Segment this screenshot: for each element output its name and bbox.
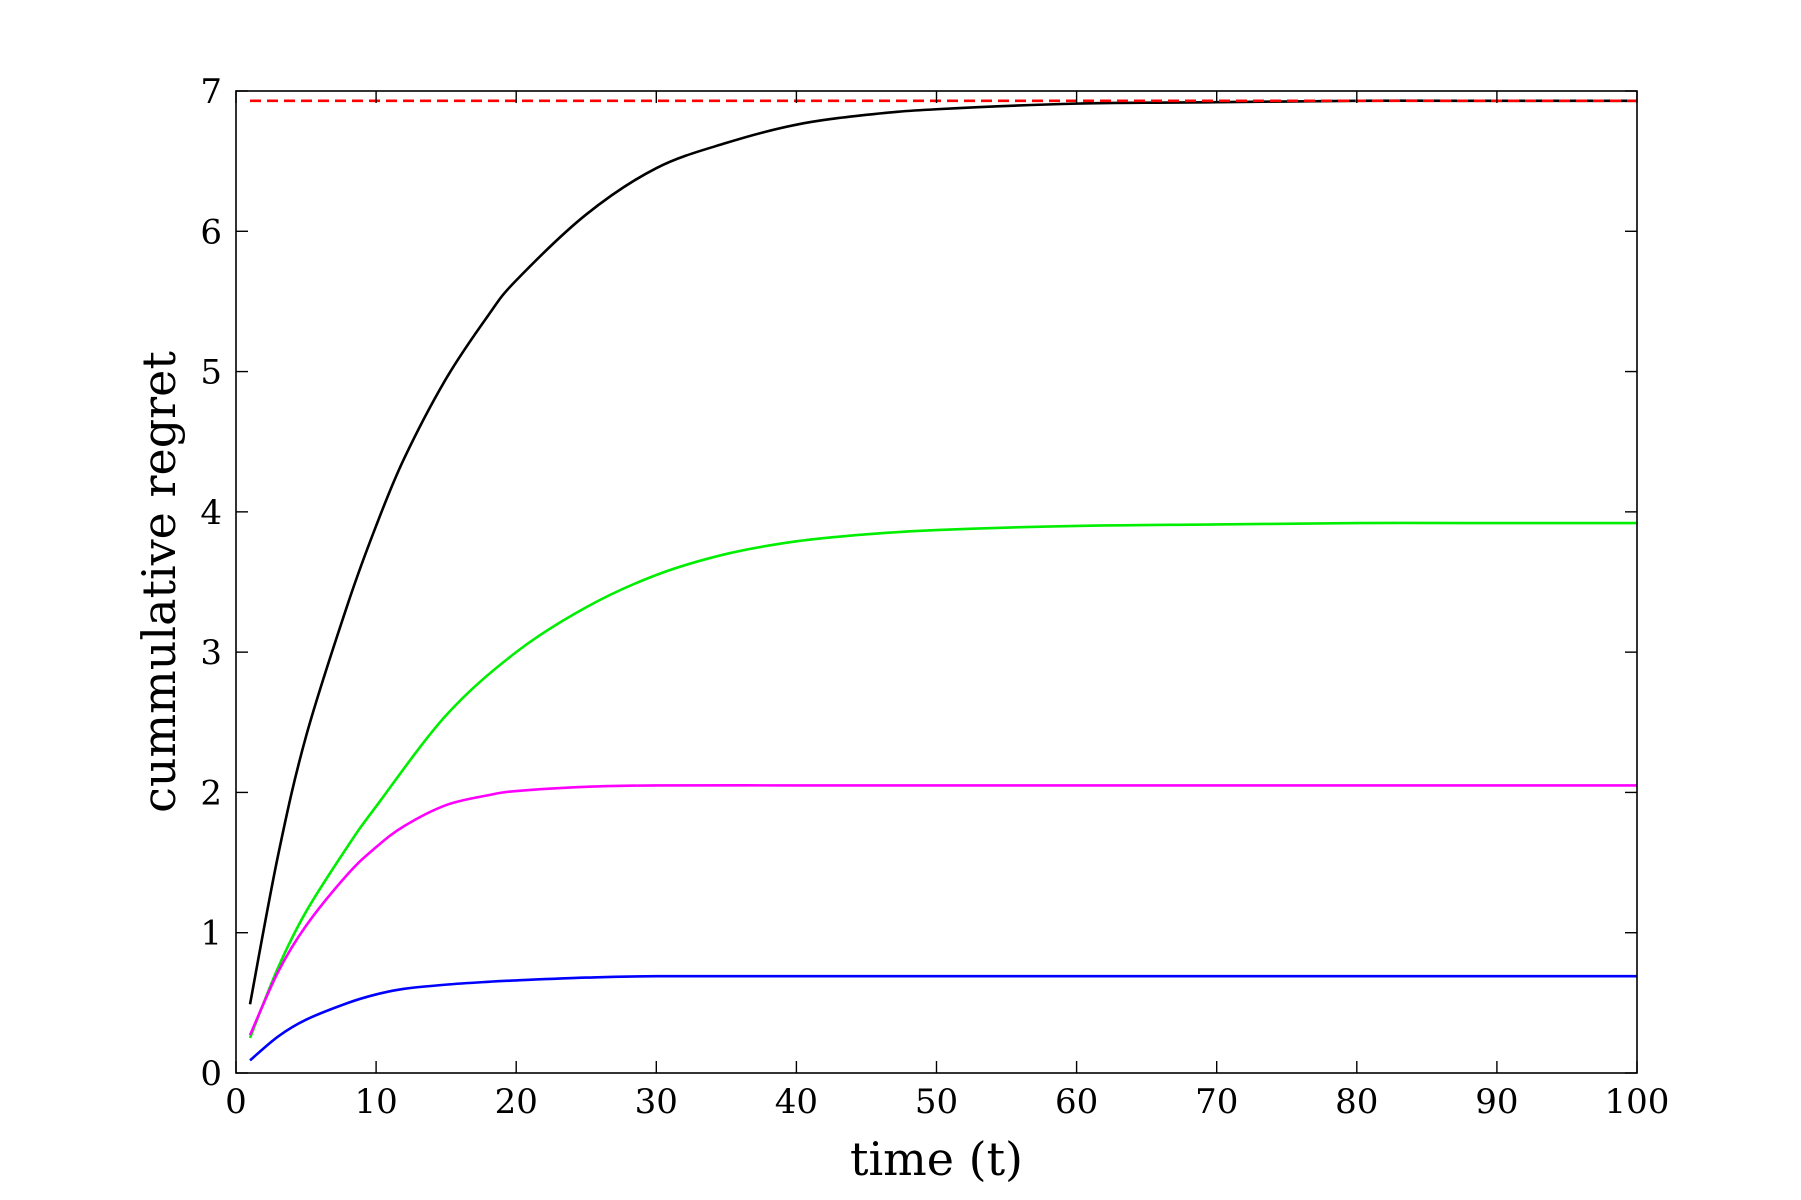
- series-line-3: [249, 974, 1637, 1062]
- x-tick-label: 80: [1335, 1082, 1378, 1122]
- x-tick-label: 40: [775, 1082, 818, 1122]
- series-layer: [248, 99, 1637, 1062]
- y-tick-label: 0: [200, 1054, 222, 1094]
- x-tick-label: 30: [635, 1082, 678, 1122]
- y-tick-label: 5: [200, 353, 222, 393]
- x-axis-label: time (t): [850, 1132, 1023, 1186]
- x-tick-label: 60: [1055, 1082, 1098, 1122]
- y-tick-label: 1: [200, 914, 222, 954]
- x-tick-label: 20: [495, 1082, 538, 1122]
- ticks-layer: [235, 90, 1638, 1074]
- series-line-2: [248, 784, 1637, 1036]
- x-tick-label: 50: [915, 1082, 958, 1122]
- plot-area: 0 10 20 30 40 50 60 70 80 90 100 0 1 2 3 4 5 6 7: [200, 72, 1669, 1122]
- x-tick-label: 0: [225, 1082, 247, 1122]
- x-tick-label: 10: [354, 1082, 397, 1122]
- y-tick-label: 4: [200, 493, 222, 533]
- y-tick-label: 2: [200, 773, 222, 813]
- y-axis-label: cummulative regret: [132, 351, 186, 813]
- y-tick-label: 7: [200, 72, 222, 112]
- tick-labels-layer: 0 10 20 30 40 50 60 70 80 90 100 0 1 2 3 4 5 6 7: [200, 72, 1669, 1122]
- x-tick-label: 70: [1195, 1082, 1238, 1122]
- y-tick-label: 3: [200, 633, 222, 673]
- series-line-1: [248, 521, 1637, 1039]
- series-line-0: [248, 99, 1637, 1005]
- x-tick-label: 90: [1475, 1082, 1518, 1122]
- y-tick-label: 6: [200, 212, 222, 252]
- x-tick-label: 100: [1605, 1082, 1670, 1122]
